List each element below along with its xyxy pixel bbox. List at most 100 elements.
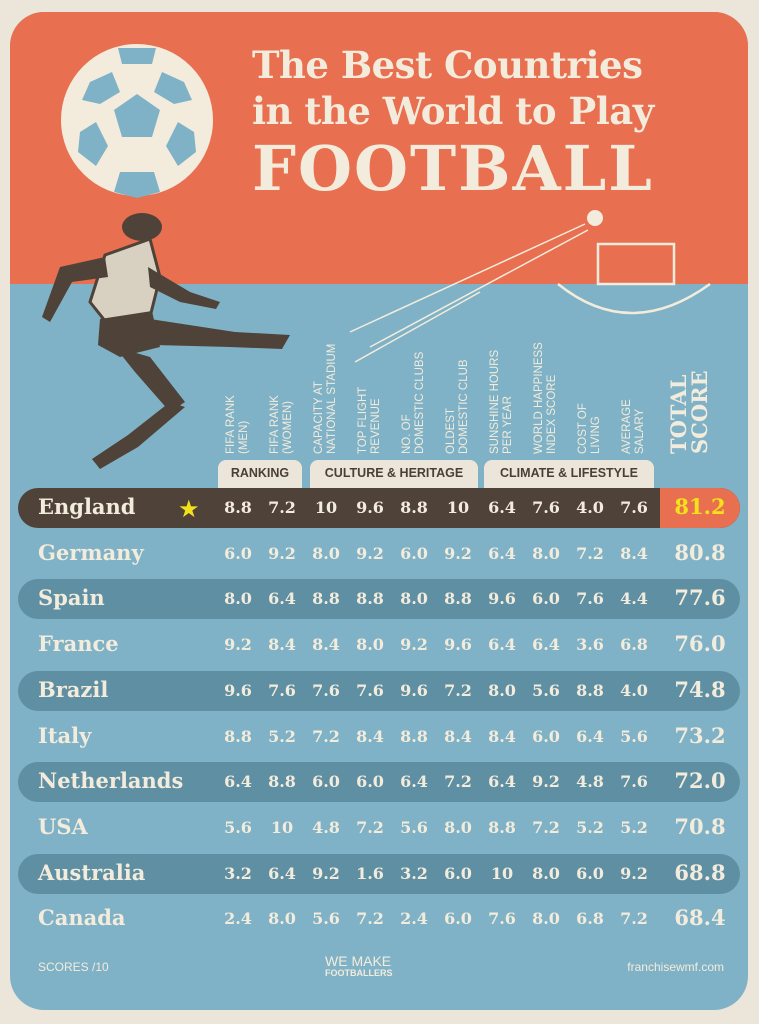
total-score: 68.4	[674, 905, 726, 931]
score-cell: 8.0	[532, 863, 560, 883]
score-cell: 8.0	[400, 589, 428, 609]
score-cell: 6.4	[488, 635, 516, 655]
table-row: Germany 6.0 9.2 8.0 9.2 6.0 9.2 6.4 8.0 7.2 8.4 80.…	[18, 534, 740, 574]
score-cell: 9.2	[532, 772, 560, 792]
score-cell: 8.8	[224, 726, 252, 746]
total-highlight	[660, 488, 740, 528]
table-row: France 9.2 8.4 8.4 8.0 9.2 9.6 6.4 6.4 3.6 6.8 76.0	[18, 625, 740, 665]
score-cell: 8.4	[444, 726, 472, 746]
country-name: Germany	[38, 539, 144, 565]
total-score: 77.6	[674, 585, 726, 611]
score-cell: 6.0	[444, 909, 472, 929]
score-cell: 2.4	[400, 909, 428, 929]
score-cell: 4.0	[620, 680, 648, 700]
score-cell: 6.0	[312, 772, 340, 792]
score-cell: 7.2	[444, 680, 472, 700]
score-cell: 8.0	[268, 909, 296, 929]
score-cell: 7.2	[356, 817, 384, 837]
score-cell: 5.6	[532, 680, 560, 700]
score-cell: 6.4	[488, 772, 516, 792]
page-title: The Best Countries in the World to Play …	[252, 42, 654, 204]
score-cell: 3.2	[400, 863, 428, 883]
score-cell: 5.6	[400, 817, 428, 837]
title-line-1: The Best Countries	[252, 43, 643, 87]
column-header: OLDEST DOMESTIC CLUB	[445, 359, 470, 454]
score-cell: 6.0	[576, 863, 604, 883]
logo-line-1: WE MAKE	[325, 953, 392, 969]
score-cell: 5.6	[312, 909, 340, 929]
score-cell: 10	[314, 498, 338, 517]
score-cell: 7.6	[620, 772, 648, 792]
score-cell: 8.0	[532, 543, 560, 563]
footballer-kicking-illustration	[42, 213, 290, 469]
ball-in-flight-icon	[587, 210, 603, 226]
table-row: Brazil 9.6 7.6 7.6 7.6 9.6 7.2 8.0 5.6 8.8 4.0 74.8	[18, 670, 740, 711]
total-score: 70.8	[674, 813, 726, 839]
score-cell: 3.2	[224, 863, 252, 883]
score-cell: 7.6	[356, 680, 384, 700]
country-name: Spain	[38, 585, 105, 611]
score-cell: 7.2	[268, 498, 296, 517]
score-cell: 5.6	[224, 817, 252, 837]
column-header: COST OF LIVING	[577, 403, 602, 454]
score-cell: 5.2	[576, 817, 604, 837]
column-header: NO. OF DOMESTIC CLUBS	[401, 351, 426, 454]
score-cell: 6.4	[268, 589, 296, 609]
website-link[interactable]: franchisewmf.com	[627, 960, 724, 974]
football-icon	[61, 44, 213, 198]
column-header: WORLD HAPPINESS INDEX SCORE	[533, 342, 558, 454]
score-cell: 4.0	[576, 498, 604, 517]
category-tab-culture-heritage: CULTURE & HERITAGE	[310, 460, 478, 488]
score-cell: 8.4	[268, 635, 296, 655]
score-cell: 8.0	[312, 543, 340, 563]
table-row: Spain 8.0 6.4 8.8 8.8 8.0 8.8 9.6 6.0 7.6 4.4 77.6	[18, 579, 740, 620]
total-score: 74.8	[674, 676, 726, 702]
score-cell: 6.4	[488, 498, 516, 517]
score-cell: 2.4	[224, 909, 252, 929]
score-cell: 8.4	[620, 543, 648, 563]
score-cell: 6.4	[400, 772, 428, 792]
total-score: 72.0	[674, 768, 726, 794]
score-cell: 8.8	[268, 772, 296, 792]
country-name: Canada	[38, 905, 126, 931]
score-cell: 8.0	[488, 680, 516, 700]
score-cell: 6.8	[576, 909, 604, 929]
score-cell: 9.2	[224, 635, 252, 655]
country-name: Australia	[38, 859, 146, 885]
country-name: England	[38, 494, 136, 519]
score-cell: 9.6	[400, 680, 428, 700]
score-cell: 8.0	[224, 589, 252, 609]
table-row: Netherlands 6.4 8.8 6.0 6.0 6.4 7.2 6.4 9.2 4.8 7.…	[18, 762, 740, 803]
score-cell: 10	[446, 498, 470, 517]
category-tab-ranking: RANKING	[218, 460, 302, 488]
column-header: FIFA RANK (MEN)	[225, 395, 250, 454]
total-score-header: TOTAL SCORE	[666, 370, 712, 454]
score-cell: 6.8	[620, 635, 648, 655]
wemakefootballers-logo: WE MAKE FOOTBALLERS	[325, 954, 393, 979]
infographic-card: The Best Countries in the World to Play …	[10, 12, 748, 1010]
score-cell: 9.6	[444, 635, 472, 655]
score-cell: 6.4	[532, 635, 560, 655]
score-cell: 6.0	[532, 726, 560, 746]
pitch-lines-illustration	[349, 210, 711, 363]
score-cell: 6.4	[268, 863, 296, 883]
table-row: Australia 3.2 6.4 9.2 1.6 3.2 6.0 10 8.0 6.0 9.2 68…	[18, 853, 740, 894]
score-cell: 9.2	[620, 863, 648, 883]
country-name: Brazil	[38, 676, 109, 702]
title-line-3: FOOTBALL	[252, 132, 654, 205]
column-header: TOP FLIGHT REVENUE	[357, 386, 382, 454]
column-header: FIFA RANK (WOMEN)	[269, 395, 294, 454]
score-cell: 7.6	[576, 589, 604, 609]
score-cell: 9.2	[400, 635, 428, 655]
score-cell: 8.8	[224, 498, 252, 517]
score-cell: 8.8	[444, 589, 472, 609]
table-row: England ★ 8.8 7.2 10 9.6 8.8 10 6.4 7.6 4.0 7.6 81.2	[18, 488, 740, 528]
total-score: 81.2	[674, 494, 726, 519]
score-cell: 8.8	[312, 589, 340, 609]
score-cell: 9.2	[268, 543, 296, 563]
score-cell: 7.6	[620, 498, 648, 517]
star-icon: ★	[178, 495, 200, 523]
table-row: Italy 8.8 5.2 7.2 8.4 8.8 8.4 8.4 6.0 6.4 5.6 73.2	[18, 717, 740, 757]
score-cell: 6.4	[488, 543, 516, 563]
country-name: Italy	[38, 722, 92, 748]
